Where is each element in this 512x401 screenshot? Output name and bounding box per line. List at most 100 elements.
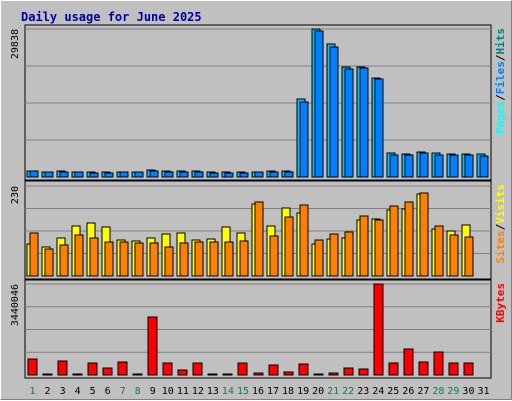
side-legend: Pages/Files/Hits [494, 28, 507, 134]
bar-kbytes-day-13 [207, 373, 218, 376]
bar-files-day-4 [74, 171, 84, 178]
bar-kbytes-day-24 [373, 283, 384, 376]
bar-sites-day-25 [389, 205, 399, 277]
bar-sites-day-17 [269, 235, 279, 277]
bar-sites-day-2 [44, 248, 54, 277]
bar-kbytes-day-15 [237, 362, 248, 376]
bar-files-day-20 [314, 30, 324, 178]
y-max-label: 230 [10, 186, 21, 204]
legend-sites: Sites [494, 230, 507, 263]
bar-files-day-5 [89, 172, 99, 178]
bar-sites-day-8 [134, 242, 144, 277]
bar-kbytes-day-2 [42, 373, 53, 376]
bar-sites-day-10 [164, 246, 174, 277]
legend-visits: Visits [494, 184, 507, 224]
bar-sites-day-29 [449, 234, 459, 277]
bar-sites-day-18 [284, 216, 294, 277]
x-tick-label: 17 [267, 386, 279, 397]
bar-kbytes-day-6 [102, 367, 113, 376]
x-tick-label: 15 [237, 386, 249, 397]
bar-kbytes-day-19 [298, 363, 309, 376]
bar-files-day-30 [464, 154, 474, 178]
bar-kbytes-day-11 [177, 369, 188, 376]
legend-kbytes: KBytes [494, 283, 507, 323]
bar-sites-day-13 [209, 241, 219, 277]
bar-kbytes-day-1 [27, 358, 38, 376]
side-legend: KBytes [494, 283, 507, 323]
bar-sites-day-12 [194, 241, 204, 277]
bar-files-day-29 [449, 154, 459, 178]
bar-files-day-10 [164, 171, 174, 178]
bar-kbytes-day-10 [162, 362, 173, 376]
bar-files-day-9 [149, 170, 159, 178]
bar-files-day-31 [479, 155, 489, 178]
bar-kbytes-day-8 [132, 373, 143, 376]
bar-kbytes-day-12 [192, 362, 203, 376]
x-tick-label: 18 [282, 386, 294, 397]
bar-sites-day-19 [299, 204, 309, 277]
x-tick-label: 25 [387, 386, 399, 397]
x-tick-label: 8 [135, 386, 141, 397]
bar-sites-day-20 [314, 239, 324, 277]
bar-files-day-27 [419, 152, 429, 178]
bar-files-day-24 [374, 78, 384, 178]
bar-sites-day-23 [359, 215, 369, 277]
bar-files-day-16 [254, 171, 264, 178]
side-legend: Sites/Visits [494, 184, 507, 264]
legend-separator: / [494, 94, 507, 101]
bar-files-day-17 [269, 171, 279, 178]
bar-files-day-11 [179, 171, 189, 178]
x-tick-label: 27 [417, 386, 429, 397]
bar-files-day-13 [209, 172, 219, 178]
legend-separator: / [494, 54, 507, 61]
bar-kbytes-day-9 [147, 316, 158, 376]
x-tick-label: 11 [177, 386, 189, 397]
bar-kbytes-day-25 [388, 362, 399, 376]
bar-sites-day-3 [59, 244, 69, 277]
bar-files-day-25 [389, 154, 399, 178]
x-tick-label: 10 [162, 386, 174, 397]
bar-files-day-3 [59, 171, 69, 178]
bar-sites-day-22 [344, 231, 354, 277]
x-tick-label: 3 [60, 386, 66, 397]
x-tick-label: 9 [150, 386, 156, 397]
bar-sites-day-26 [404, 201, 414, 277]
bar-files-day-15 [239, 172, 249, 178]
x-tick-label: 26 [402, 386, 414, 397]
bar-sites-day-21 [329, 233, 339, 277]
bar-kbytes-day-18 [283, 371, 294, 376]
x-tick-label: 23 [357, 386, 369, 397]
bar-files-day-19 [299, 101, 309, 178]
x-tick-label: 4 [75, 386, 81, 397]
bar-kbytes-day-30 [463, 362, 474, 376]
bar-kbytes-day-26 [403, 348, 414, 376]
bar-files-day-7 [119, 171, 129, 178]
bar-sites-day-14 [224, 241, 234, 277]
bar-sites-day-1 [29, 232, 39, 277]
bar-sites-day-16 [254, 201, 264, 277]
bar-sites-day-27 [419, 192, 429, 277]
bar-kbytes-day-28 [433, 351, 444, 376]
x-tick-label: 13 [207, 386, 219, 397]
bar-files-day-26 [404, 154, 414, 178]
bar-files-day-14 [224, 172, 234, 178]
bar-sites-day-4 [74, 234, 84, 277]
panel-visits-sites: 230 Sites/Visits [10, 180, 507, 280]
x-axis-labels: 1 2 3 4 5 6 7 8 9 10 11 12 13 14 15 16 17 18 19 20 21 22 23 24 2… [30, 386, 490, 397]
bar-kbytes-day-3 [57, 360, 68, 376]
bar-kbytes-day-29 [448, 362, 459, 376]
chart-panels: 29838Pages/Files/Hits230Sites/Visits3440… [10, 24, 507, 379]
bar-sites-day-7 [119, 241, 129, 277]
bar-sites-day-11 [179, 242, 189, 277]
bar-files-day-12 [194, 171, 204, 178]
x-tick-label: 2 [45, 386, 51, 397]
x-tick-label: 14 [222, 386, 234, 397]
bar-kbytes-day-5 [87, 362, 98, 376]
x-tick-label: 5 [90, 386, 96, 397]
bar-kbytes-day-20 [313, 373, 324, 376]
panel-kbytes: 3440046 KBytes [10, 279, 507, 379]
bar-kbytes-day-22 [343, 367, 354, 376]
bar-files-day-8 [134, 171, 144, 178]
